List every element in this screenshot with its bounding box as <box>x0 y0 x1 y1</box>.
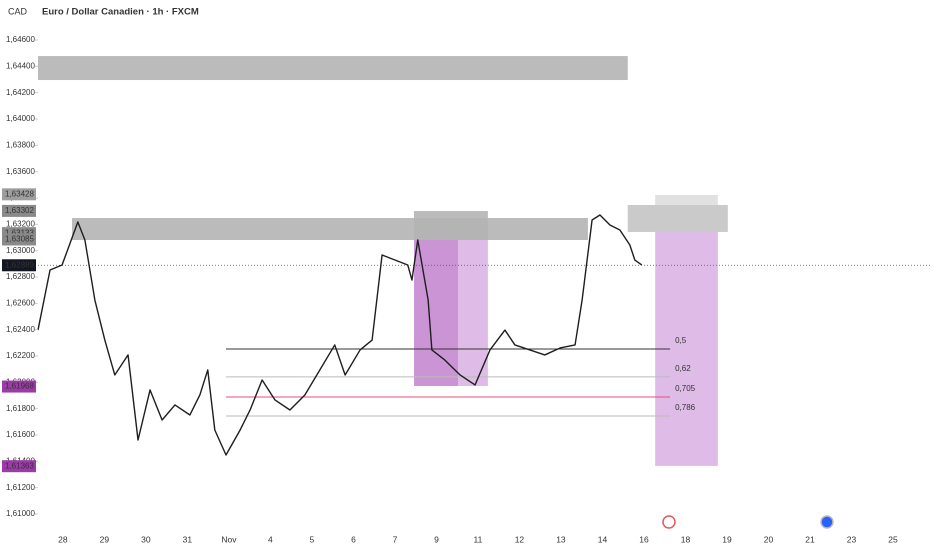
price-tag-label: 1,63302 <box>5 206 34 215</box>
y-tick-label: 1,63600 <box>6 167 35 176</box>
fib-label: 0,5 <box>675 336 687 345</box>
price-tag-label: 1,62889 <box>5 260 34 269</box>
price-tag-label: 1,63428 <box>5 189 34 198</box>
x-tick-label: 12 <box>515 534 525 544</box>
x-tick-label: 31 <box>183 534 193 544</box>
price-tag-label: 1,63085 <box>5 235 34 244</box>
zone <box>655 194 718 205</box>
y-tick-label: 1,62200 <box>6 351 35 360</box>
price-tag-label: 1,63133 <box>5 228 34 237</box>
y-tick-label: 1,64000 <box>6 114 35 123</box>
price-tag <box>2 380 36 393</box>
x-tick-label: 21 <box>805 534 815 544</box>
y-tick-label: 1,61800 <box>6 404 35 413</box>
y-tick-label: 1,61600 <box>6 430 35 439</box>
price-tag-label: 1,61968 <box>5 382 34 391</box>
x-tick-label: 9 <box>434 534 439 544</box>
y-tick-label: 1,63800 <box>6 140 35 149</box>
y-tick-label: 1,61200 <box>6 483 35 492</box>
chart-title: Euro / Dollar Canadien · 1h · FXCM <box>42 7 199 18</box>
x-tick-label: 14 <box>598 534 608 544</box>
zone <box>72 218 588 241</box>
y-tick-label: 1,64400 <box>6 61 35 70</box>
y-tick-label: 1,63200 <box>6 219 35 228</box>
event-icon[interactable] <box>820 515 834 529</box>
y-tick-label: 1,63000 <box>6 246 35 255</box>
event-icon[interactable] <box>662 515 676 529</box>
plot-area: 0,5 0,62 0,705 0,786 <box>37 56 932 466</box>
price-tag <box>2 460 36 473</box>
zone <box>414 240 459 387</box>
y-tick-label: 1,64200 <box>6 88 35 97</box>
price-tag-label: 1,61363 <box>5 461 34 470</box>
x-tick-label: 23 <box>847 534 857 544</box>
x-tick-label: 6 <box>351 534 356 544</box>
x-tick-label: 13 <box>556 534 566 544</box>
x-tick-label: 28 <box>58 534 68 544</box>
price-tag <box>2 188 36 201</box>
price-line <box>37 214 643 456</box>
zone <box>38 56 628 81</box>
price-tag <box>2 233 36 246</box>
price-tag <box>2 259 36 272</box>
y-tick-label: 1,61000 <box>6 509 35 518</box>
x-tick-label: 5 <box>310 534 315 544</box>
x-tick-label: 18 <box>681 534 691 544</box>
y-tick-label: 1,62800 <box>6 272 35 281</box>
zone <box>627 204 728 232</box>
currency: CAD <box>8 6 28 16</box>
price-tag <box>2 204 36 217</box>
y-tick-label: 1,62600 <box>6 298 35 307</box>
x-tick-label: 30 <box>141 534 151 544</box>
zone <box>458 240 488 387</box>
x-tick-label: 25 <box>888 534 898 544</box>
y-tick-label: 1,64600 <box>6 35 35 44</box>
x-tick-label: 7 <box>393 534 398 544</box>
x-tick-label: 4 <box>268 534 273 544</box>
x-tick-label: 20 <box>764 534 774 544</box>
fib-label: 0,705 <box>675 384 696 393</box>
x-tick-label: Nov <box>221 534 237 544</box>
y-tick-label: 1,62400 <box>6 325 35 334</box>
x-tick-label: 19 <box>722 534 732 544</box>
x-tick-label: 16 <box>639 534 649 544</box>
axis-layer: 1,64600 1,64400 1,64200 1,64000 1,63800 1,636… <box>2 35 898 544</box>
x-tick-label: 29 <box>100 534 110 544</box>
zone <box>414 211 488 241</box>
x-tick-label: 11 <box>474 534 483 544</box>
fib-label: 0,62 <box>675 364 691 373</box>
fib-label: 0,786 <box>675 403 696 412</box>
